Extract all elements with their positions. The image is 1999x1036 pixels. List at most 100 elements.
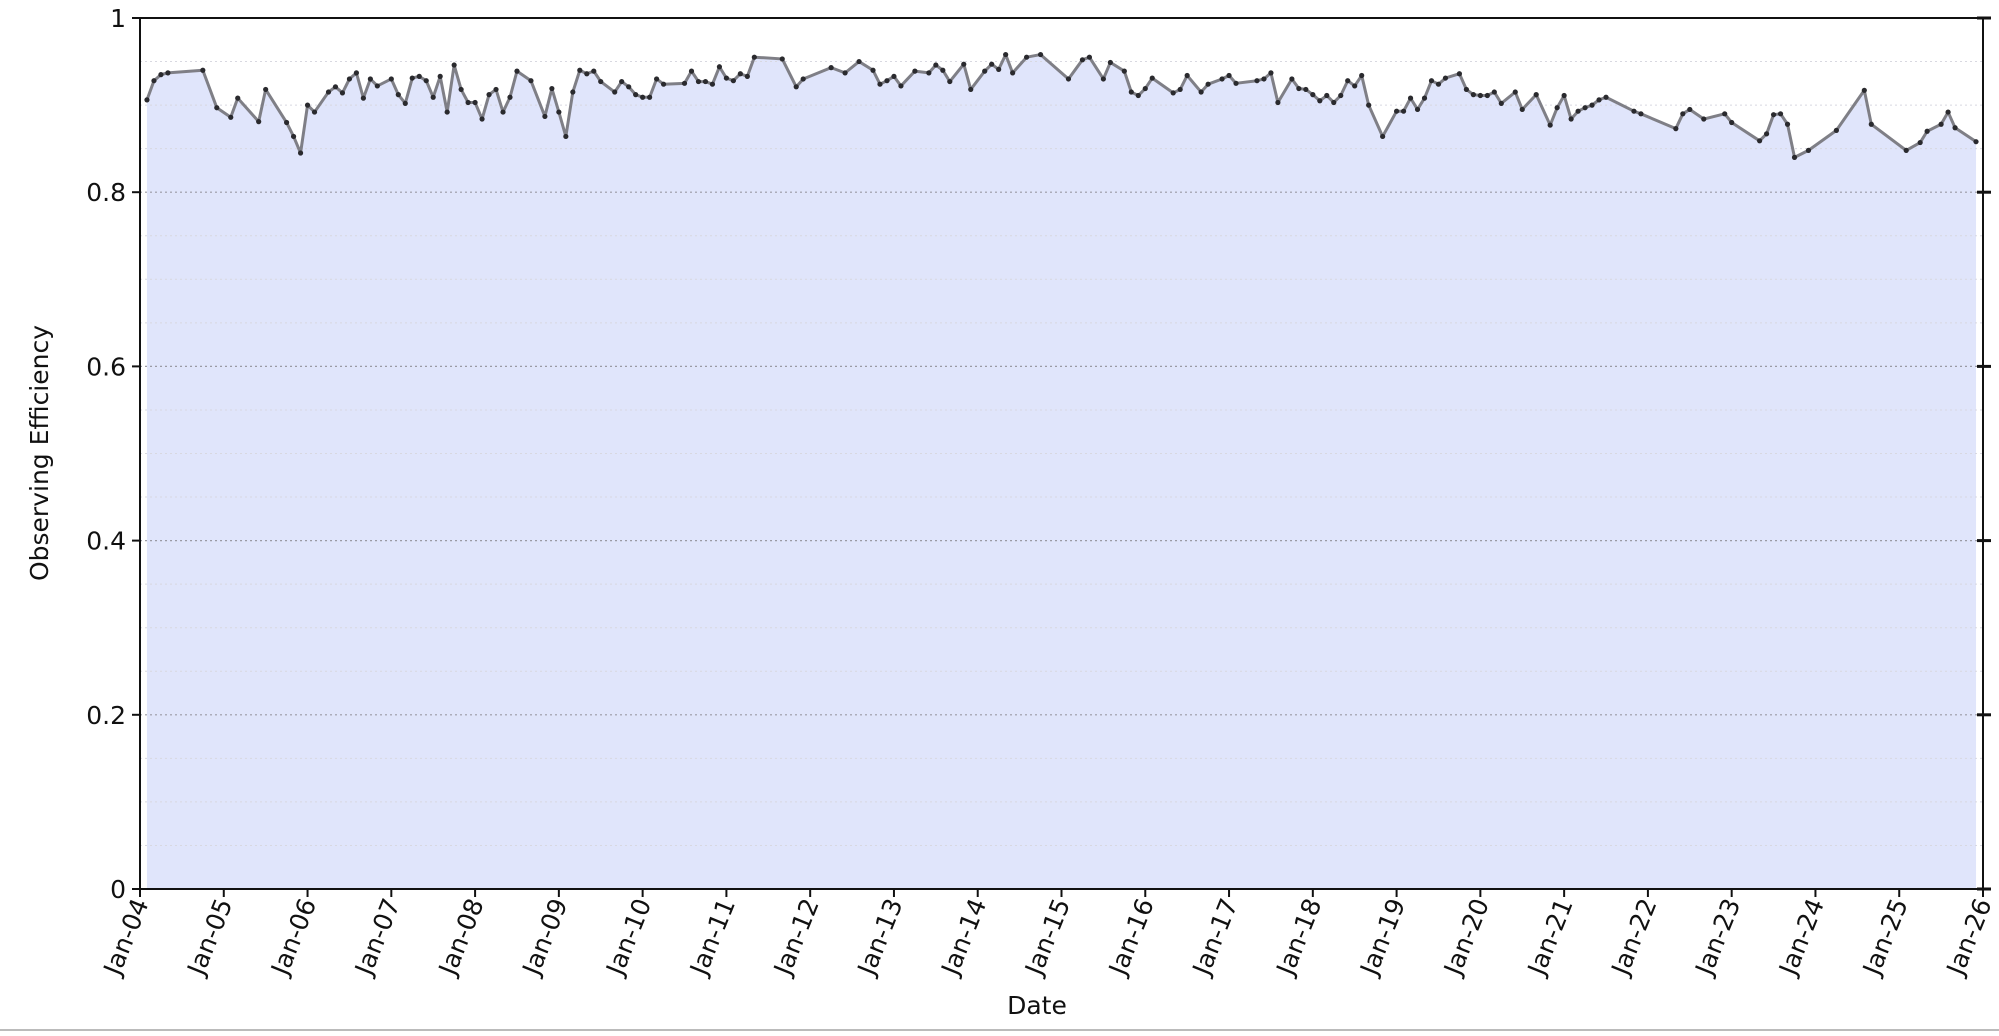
point [1254, 78, 1260, 84]
point [591, 68, 597, 74]
point [828, 65, 834, 71]
point [681, 80, 688, 86]
point [1219, 76, 1225, 82]
x-tick-label: Jan-18 [1270, 894, 1327, 980]
x-tick-label: Jan-04 [97, 894, 154, 980]
point [1763, 131, 1770, 137]
point [1917, 139, 1923, 146]
point [1400, 108, 1407, 114]
point [1261, 76, 1267, 82]
point [1407, 95, 1414, 101]
point [151, 78, 157, 84]
x-tick-label: Jan-06 [265, 894, 322, 980]
point [1833, 127, 1839, 133]
point [1435, 81, 1442, 87]
point [353, 70, 360, 76]
point [1938, 121, 1944, 127]
point [968, 86, 974, 93]
point [1079, 57, 1086, 63]
point [1687, 106, 1693, 113]
point [702, 78, 709, 85]
point [1456, 71, 1463, 77]
x-tick-label: Jan-15 [1019, 894, 1076, 980]
point [1100, 76, 1106, 82]
point [472, 99, 478, 106]
x-tick-label: Jan-05 [181, 894, 238, 980]
point [1317, 98, 1323, 104]
point [577, 67, 583, 73]
point [695, 78, 702, 85]
y-tick-label: 0.8 [86, 178, 126, 207]
point [989, 61, 995, 67]
point [1680, 111, 1686, 117]
point [653, 76, 660, 82]
point [325, 89, 332, 95]
point [1233, 80, 1239, 86]
point [416, 73, 422, 79]
point [1470, 92, 1476, 98]
point [1170, 90, 1176, 96]
point [779, 56, 785, 62]
x-tick-label: Jan-23 [1689, 894, 1746, 980]
point [1519, 106, 1525, 113]
x-tick-label: Jan-22 [1605, 894, 1662, 980]
point [1380, 133, 1386, 140]
point [1554, 105, 1560, 111]
point [479, 116, 485, 122]
point [1003, 51, 1009, 58]
point [1603, 94, 1609, 100]
x-axis-label: Date [1007, 991, 1067, 1020]
point [660, 81, 667, 87]
point [1359, 72, 1365, 79]
point [1442, 75, 1449, 81]
point [367, 76, 373, 82]
point [1121, 68, 1127, 74]
point [1791, 154, 1798, 160]
point [346, 76, 353, 82]
point [647, 94, 653, 100]
point [1770, 112, 1777, 118]
point [1805, 147, 1812, 153]
point [1205, 81, 1211, 87]
point [1561, 92, 1567, 99]
point [290, 133, 297, 140]
point [751, 54, 757, 60]
point [1086, 54, 1093, 60]
point [800, 76, 806, 82]
y-tick-label: 0.2 [86, 701, 126, 730]
point [1149, 75, 1155, 81]
point [1568, 116, 1574, 122]
y-tick-label: 0 [110, 875, 126, 904]
point [493, 86, 499, 93]
point [1023, 54, 1030, 60]
point [1903, 147, 1909, 153]
point [1673, 126, 1679, 132]
point [1338, 92, 1344, 99]
point [884, 78, 890, 84]
point [360, 95, 366, 101]
x-tick-label: Jan-07 [349, 894, 406, 980]
point [1784, 121, 1791, 127]
point [1582, 105, 1588, 111]
point [437, 73, 443, 79]
point [737, 71, 743, 77]
point [1128, 89, 1134, 95]
point [584, 71, 590, 77]
point [1491, 89, 1497, 95]
point [982, 68, 988, 74]
point [1757, 138, 1763, 144]
point [598, 78, 604, 85]
point [1345, 78, 1351, 84]
point [1512, 89, 1518, 95]
point [514, 68, 520, 74]
x-tick-label: Jan-10 [600, 894, 657, 980]
x-tick-label: Jan-20 [1438, 894, 1495, 980]
point [528, 78, 534, 84]
point [633, 92, 639, 98]
x-tick-label: Jan-26 [1940, 894, 1997, 980]
x-tick-label: Jan-25 [1856, 894, 1913, 980]
point [423, 78, 429, 84]
point [744, 73, 750, 79]
point [1226, 72, 1232, 79]
point [200, 67, 206, 73]
